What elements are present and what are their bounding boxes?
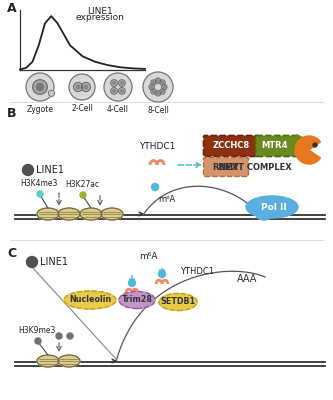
- Text: Pol II: Pol II: [261, 202, 287, 212]
- Text: C: C: [7, 247, 16, 260]
- Circle shape: [37, 191, 43, 197]
- Text: LINE1: LINE1: [36, 165, 64, 175]
- Ellipse shape: [256, 210, 272, 220]
- Circle shape: [119, 80, 125, 86]
- Text: H3K4me3: H3K4me3: [20, 179, 57, 188]
- Circle shape: [48, 90, 55, 96]
- Circle shape: [157, 80, 159, 82]
- Text: m⁶A: m⁶A: [139, 252, 157, 261]
- Text: 4-Cell: 4-Cell: [107, 105, 129, 114]
- Circle shape: [67, 333, 73, 339]
- Circle shape: [160, 89, 165, 94]
- Circle shape: [80, 192, 86, 198]
- Circle shape: [113, 82, 116, 84]
- Circle shape: [313, 143, 317, 147]
- Text: YTHDC1: YTHDC1: [139, 142, 175, 151]
- Text: LINE1: LINE1: [40, 257, 68, 267]
- Text: B: B: [7, 107, 17, 120]
- Text: YTHDC1: YTHDC1: [180, 268, 214, 276]
- Circle shape: [151, 80, 156, 85]
- Wedge shape: [295, 136, 320, 164]
- Circle shape: [76, 85, 80, 89]
- Circle shape: [160, 80, 165, 85]
- Text: AAA: AAA: [237, 274, 257, 284]
- Text: H3K9me3: H3K9me3: [18, 326, 55, 335]
- Circle shape: [74, 82, 83, 92]
- Circle shape: [152, 184, 159, 190]
- Circle shape: [163, 86, 166, 88]
- Circle shape: [143, 72, 173, 102]
- Circle shape: [129, 280, 136, 286]
- Ellipse shape: [159, 294, 197, 310]
- Circle shape: [26, 73, 54, 101]
- Circle shape: [157, 92, 159, 94]
- Ellipse shape: [58, 355, 80, 367]
- Text: NEXT COMPLEX: NEXT COMPLEX: [219, 163, 291, 172]
- Circle shape: [162, 84, 167, 90]
- Text: 2-Cell: 2-Cell: [71, 104, 93, 113]
- Text: A: A: [7, 2, 17, 15]
- Circle shape: [81, 82, 91, 92]
- Circle shape: [111, 80, 118, 86]
- Circle shape: [119, 88, 125, 94]
- Circle shape: [159, 270, 166, 278]
- Circle shape: [155, 78, 161, 83]
- Circle shape: [153, 90, 155, 92]
- Circle shape: [27, 256, 38, 268]
- Text: SETDB1: SETDB1: [161, 298, 195, 306]
- FancyBboxPatch shape: [203, 158, 248, 176]
- Ellipse shape: [37, 208, 59, 220]
- Ellipse shape: [101, 208, 123, 220]
- Ellipse shape: [119, 292, 155, 308]
- Text: RBM7: RBM7: [212, 162, 239, 172]
- Circle shape: [149, 84, 155, 90]
- Text: Trim28: Trim28: [122, 296, 153, 304]
- Text: Nucleolin: Nucleolin: [69, 296, 111, 304]
- Circle shape: [162, 82, 164, 84]
- Circle shape: [84, 85, 88, 89]
- Text: m⁶A: m⁶A: [158, 195, 175, 204]
- FancyBboxPatch shape: [203, 136, 258, 156]
- Circle shape: [151, 86, 153, 88]
- FancyBboxPatch shape: [255, 136, 298, 156]
- Circle shape: [56, 333, 62, 339]
- Circle shape: [37, 84, 44, 90]
- Circle shape: [155, 91, 161, 96]
- Text: MTR4: MTR4: [262, 142, 288, 150]
- Ellipse shape: [58, 208, 80, 220]
- Text: Zygote: Zygote: [27, 105, 54, 114]
- Circle shape: [33, 80, 47, 94]
- Text: expression: expression: [76, 13, 125, 22]
- Ellipse shape: [64, 291, 116, 309]
- Circle shape: [23, 164, 34, 176]
- Ellipse shape: [37, 355, 59, 367]
- Text: ZCCHC8: ZCCHC8: [212, 142, 249, 150]
- Circle shape: [111, 88, 118, 94]
- Text: H3K27ac: H3K27ac: [65, 180, 99, 189]
- Circle shape: [162, 90, 164, 92]
- Circle shape: [69, 74, 95, 100]
- Circle shape: [104, 73, 132, 101]
- Text: 8-Cell: 8-Cell: [147, 106, 169, 115]
- Circle shape: [35, 338, 41, 344]
- Circle shape: [153, 82, 155, 84]
- Text: LINE1: LINE1: [87, 7, 113, 16]
- Ellipse shape: [80, 208, 102, 220]
- Circle shape: [151, 89, 156, 94]
- Circle shape: [121, 82, 123, 84]
- Ellipse shape: [246, 196, 298, 218]
- Circle shape: [121, 90, 123, 92]
- Circle shape: [113, 90, 116, 92]
